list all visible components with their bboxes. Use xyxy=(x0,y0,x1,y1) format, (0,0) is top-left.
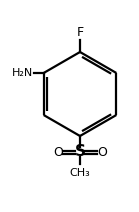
Text: H₂N: H₂N xyxy=(11,68,33,78)
Text: O: O xyxy=(53,145,63,159)
Text: F: F xyxy=(76,26,84,39)
Text: O: O xyxy=(97,145,107,159)
Text: S: S xyxy=(75,145,85,159)
Text: CH₃: CH₃ xyxy=(70,168,90,178)
